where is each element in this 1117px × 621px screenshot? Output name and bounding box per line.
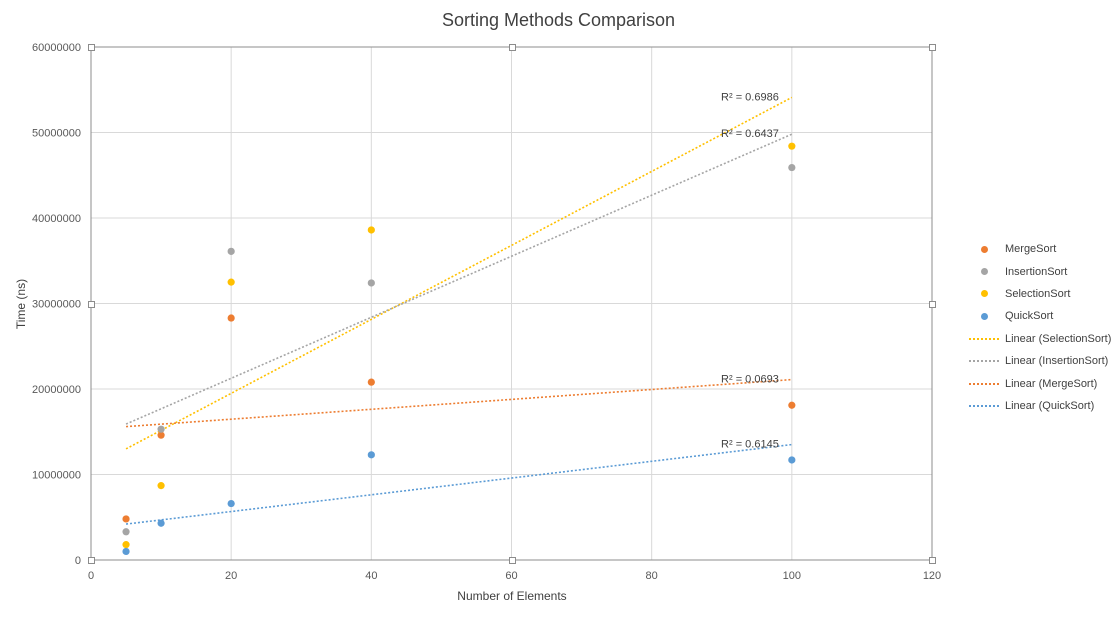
legend-line [966, 378, 1002, 390]
r-squared-label: R² = 0.6986 [721, 91, 779, 103]
data-point [788, 163, 796, 172]
trendline [125, 443, 792, 525]
plot-area-resize-handle[interactable] [88, 44, 95, 51]
data-point [157, 519, 165, 527]
y-tick-label: 40000000 [32, 213, 81, 225]
legend-label: InsertionSort [1005, 265, 1068, 278]
legend-label: QuickSort [1005, 310, 1054, 323]
legend-marker [966, 310, 1002, 322]
legend-line [966, 400, 1002, 412]
plot-area-resize-handle[interactable] [509, 44, 516, 51]
legend-label: Linear (QuickSort) [1005, 399, 1095, 412]
legend-label: Linear (InsertionSort) [1005, 355, 1109, 368]
data-point [788, 456, 796, 464]
x-axis-label: Number of Elements [457, 589, 567, 603]
legend-item[interactable]: Linear (SelectionSort) [966, 328, 1111, 350]
legend-item[interactable]: MergeSort [966, 238, 1111, 260]
legend-item[interactable]: Linear (InsertionSort) [966, 350, 1111, 372]
data-point [122, 547, 130, 556]
data-point [157, 431, 165, 439]
legend-marker [966, 266, 1002, 278]
plot-area-resize-handle[interactable] [929, 557, 936, 564]
data-point [227, 314, 235, 322]
y-tick-label: 30000000 [32, 299, 81, 311]
y-tick-label: 0 [75, 555, 81, 567]
data-point [788, 401, 796, 409]
r-squared-label: R² = 0.0693 [721, 374, 779, 386]
legend[interactable]: MergeSort InsertionSort SelectionSort Quick… [966, 238, 1111, 417]
data-point [367, 378, 375, 386]
legend-label: MergeSort [1005, 243, 1057, 256]
y-axis-label: Time (ns) [14, 278, 28, 330]
plot-area-resize-handle[interactable] [88, 301, 95, 308]
trendline [125, 378, 792, 428]
x-tick-label: 20 [225, 570, 237, 582]
trendline [125, 133, 793, 425]
y-tick-label: 50000000 [32, 128, 81, 140]
x-tick-label: 40 [365, 570, 377, 582]
legend-item[interactable]: QuickSort [966, 305, 1111, 327]
legend-item[interactable]: Linear (MergeSort) [966, 372, 1111, 394]
data-point [122, 515, 130, 523]
x-tick-label: 60 [505, 570, 517, 582]
y-tick-label: 60000000 [32, 42, 81, 54]
x-tick-label: 120 [923, 570, 941, 582]
legend-line [966, 333, 1002, 345]
legend-marker [966, 243, 1002, 255]
legend-line [966, 355, 1002, 367]
data-point [157, 425, 165, 433]
legend-label: SelectionSort [1005, 287, 1071, 300]
x-tick-label: 100 [783, 570, 801, 582]
plot-area-resize-handle[interactable] [929, 301, 936, 308]
data-point [367, 279, 375, 287]
data-point [367, 451, 375, 459]
chart-title: Sorting Methods Comparison [441, 10, 676, 30]
data-point [122, 528, 130, 536]
data-point [367, 226, 375, 234]
trendline [125, 96, 793, 450]
legend-label: Linear (SelectionSort) [1005, 332, 1112, 345]
data-point [788, 142, 796, 150]
legend-item[interactable]: InsertionSort [966, 260, 1111, 282]
data-point [122, 541, 130, 549]
y-tick-label: 10000000 [32, 470, 81, 482]
r-squared-label: R² = 0.6145 [721, 439, 779, 451]
legend-item[interactable]: SelectionSort [966, 283, 1111, 305]
y-tick-label: 20000000 [32, 384, 81, 396]
data-point [227, 499, 235, 508]
data-point [227, 247, 235, 255]
legend-item[interactable]: Linear (QuickSort) [966, 395, 1111, 417]
r-squared-label: R² = 0.6437 [721, 128, 779, 140]
x-tick-label: 80 [646, 570, 658, 582]
legend-label: Linear (MergeSort) [1005, 377, 1098, 390]
data-point [227, 278, 235, 286]
plot-area-resize-handle[interactable] [88, 557, 95, 564]
data-point [157, 482, 165, 490]
legend-marker [966, 288, 1002, 300]
x-tick-label: 0 [88, 570, 94, 582]
plot-area-resize-handle[interactable] [509, 557, 516, 564]
plot-area-resize-handle[interactable] [929, 44, 936, 51]
